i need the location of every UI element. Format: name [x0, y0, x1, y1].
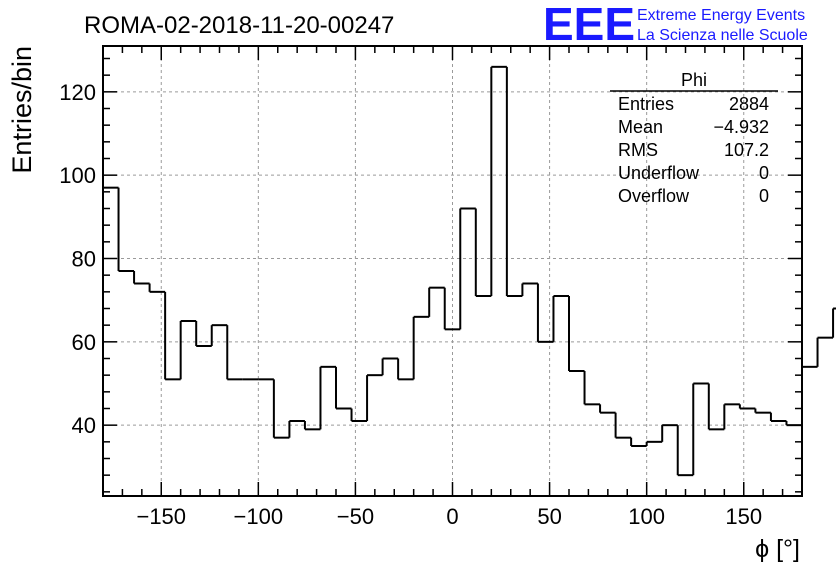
- y-tick-label: 100: [59, 163, 96, 188]
- stats-value-overflow: 0: [759, 186, 769, 206]
- x-tick-label: 100: [628, 504, 665, 529]
- histogram-bin: [412, 315, 430, 380]
- logo-line-1: Extreme Energy Events: [637, 7, 805, 24]
- histogram-bin: [816, 336, 834, 367]
- x-tick-label: 0: [446, 504, 458, 529]
- stats-box-title: Phi: [681, 70, 707, 90]
- logo-line-2: La Scienza nelle Scuole: [637, 27, 808, 44]
- y-tick-label: 40: [72, 413, 96, 438]
- histogram-layer: [103, 65, 836, 477]
- histogram-bin: [179, 320, 197, 380]
- y-tick-label: 80: [72, 247, 96, 272]
- histogram-bin: [599, 404, 616, 414]
- histogram-bin: [769, 412, 787, 422]
- histogram-bin: [148, 283, 166, 293]
- histogram-bin: [319, 365, 336, 430]
- y-axis-label: Entries/bin: [7, 46, 37, 174]
- x-axis-label: ϕ [°]: [755, 535, 800, 563]
- histogram-bin: [583, 371, 601, 406]
- stats-value-entries: 2884: [729, 94, 769, 114]
- histogram-bin: [288, 420, 305, 438]
- histogram-bin: [335, 366, 352, 410]
- eee-logo: EEE Extreme Energy Events La Scienza nel…: [543, 0, 808, 50]
- histogram-bin: [676, 425, 694, 477]
- histogram-bin: [459, 207, 476, 330]
- histogram-bin: [474, 208, 492, 297]
- x-tick-label: 50: [537, 504, 561, 529]
- histogram-bin: [397, 358, 414, 381]
- histogram-bin: [381, 357, 399, 376]
- stats-value-mean: −4.932: [713, 117, 769, 137]
- histogram-bin: [272, 379, 290, 439]
- y-tick-label: 60: [72, 330, 96, 355]
- stats-label-mean: Mean: [618, 117, 663, 137]
- stats-label-entries: Entries: [618, 94, 674, 114]
- histogram-bin: [645, 440, 663, 446]
- stats-label-overflow: Overflow: [618, 186, 690, 206]
- histogram-bin: [133, 271, 150, 285]
- y-tick-label: 120: [59, 80, 96, 105]
- histogram-bin: [801, 365, 818, 426]
- histogram-bin: [366, 374, 383, 421]
- histogram-bin: [754, 408, 771, 414]
- histogram-bin: [164, 291, 181, 381]
- histogram-bin: [350, 408, 368, 422]
- histogram-bin: [428, 286, 445, 317]
- axes-layer: −150 −100 −50 0 50 100 150 40 60 80 100 120: [59, 45, 803, 529]
- stats-value-rms: 107.2: [724, 140, 769, 160]
- x-tick-label: 150: [725, 504, 762, 529]
- histogram-bin: [226, 325, 243, 381]
- histogram-bin: [614, 412, 632, 439]
- histogram-bin: [303, 421, 321, 431]
- stats-label-rms: RMS: [618, 140, 658, 160]
- histogram-bin: [552, 295, 569, 342]
- histogram-bin: [568, 296, 585, 372]
- histogram-bin: [210, 324, 228, 346]
- histogram-bin: [661, 424, 678, 442]
- histogram-bin: [692, 382, 709, 476]
- histogram-bin: [117, 187, 135, 272]
- histogram-bin: [505, 66, 523, 297]
- x-tick-label: −150: [136, 504, 186, 529]
- histogram-bin: [630, 437, 647, 447]
- histogram-bin: [443, 287, 461, 331]
- histogram-bin: [723, 403, 740, 430]
- histogram-bin: [195, 321, 212, 347]
- histogram-bin: [536, 283, 554, 343]
- x-tick-label: −100: [234, 504, 284, 529]
- grid-layer: [103, 46, 802, 496]
- chart-title: ROMA-02-2018-11-20-00247: [84, 12, 394, 39]
- eee-logo-text: EEE: [543, 0, 635, 50]
- histogram-bin: [707, 383, 725, 431]
- histogram-bin: [521, 282, 538, 296]
- x-tick-label: −50: [337, 504, 374, 529]
- histogram-bin: [490, 65, 507, 296]
- stats-label-underflow: Underflow: [618, 163, 700, 183]
- stats-value-underflow: 0: [759, 163, 769, 183]
- stats-box: Phi Entries 2884 Mean −4.932 RMS 107.2 U…: [610, 70, 778, 206]
- histogram-bin: [738, 404, 756, 410]
